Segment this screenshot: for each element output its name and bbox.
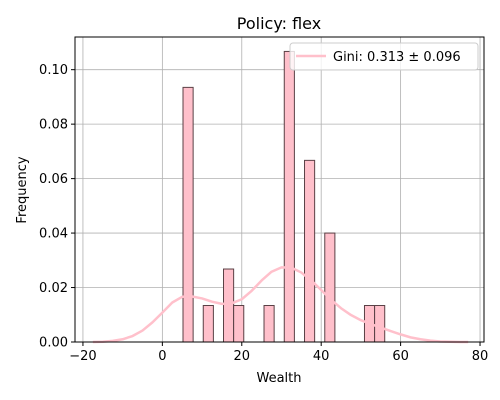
grid <box>75 37 484 343</box>
histogram-bar <box>202 305 214 343</box>
histogram-bar <box>263 305 275 343</box>
x-tick-label: −20 <box>69 349 96 364</box>
legend-label: Gini: 0.313 ± 0.096 <box>333 50 461 65</box>
y-tick-label: 0.00 <box>39 336 68 351</box>
y-tick-label: 0.10 <box>39 63 68 78</box>
histogram-bar <box>182 86 194 343</box>
x-tick-label: 80 <box>472 349 489 364</box>
y-tick-label: 0.04 <box>39 227 68 242</box>
legend-box <box>289 42 479 71</box>
y-tick-label: 0.06 <box>39 172 68 187</box>
plot-frame <box>74 36 485 343</box>
histogram-bar <box>374 305 386 343</box>
histogram-bar <box>223 268 235 343</box>
histogram-bar <box>233 305 245 343</box>
x-tick-label: 40 <box>313 349 330 364</box>
chart-title: Policy: flex <box>237 14 321 33</box>
histogram-bar <box>304 159 316 343</box>
histogram-bar <box>324 232 336 343</box>
x-tick-label: 20 <box>234 349 251 364</box>
density-line <box>92 266 469 344</box>
bars <box>182 50 386 343</box>
y-tick-label: 0.08 <box>39 118 68 133</box>
density-curve <box>92 266 469 344</box>
x-axis-label: Wealth <box>256 371 301 386</box>
y-tick-label: 0.02 <box>39 281 68 296</box>
y-axis-ticks: 0.00 0.02 0.04 0.06 0.08 0.10 <box>39 63 75 351</box>
legend: Gini: 0.313 ± 0.096 <box>289 42 479 71</box>
x-tick-label: 0 <box>158 349 166 364</box>
histogram-bar <box>283 50 295 343</box>
x-axis-ticks: −20 0 20 40 60 80 <box>69 342 488 364</box>
x-tick-label: 60 <box>392 349 409 364</box>
y-axis-label: Frequency <box>15 156 30 223</box>
